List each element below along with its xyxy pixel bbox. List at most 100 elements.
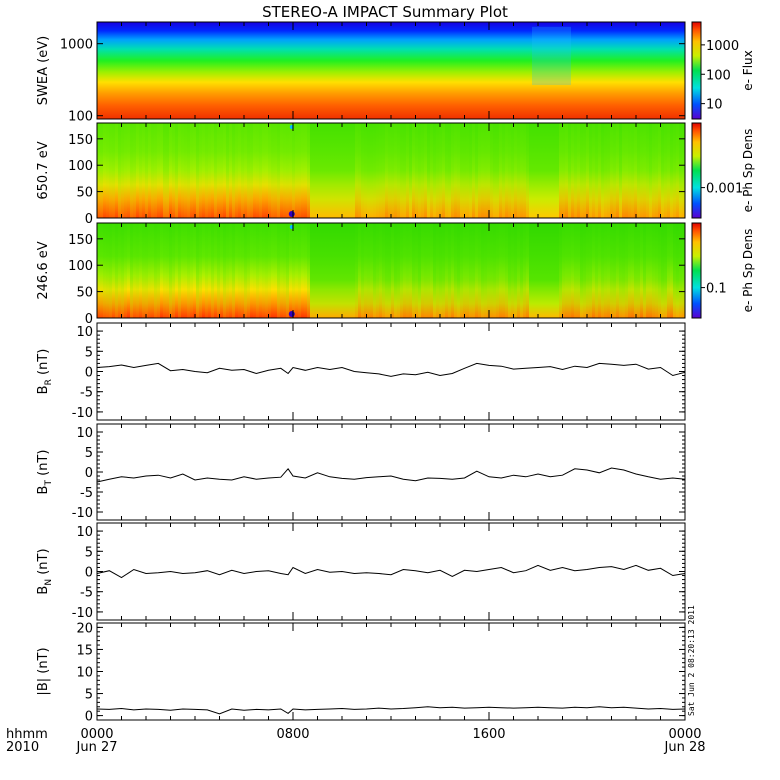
series-line-bmag [96, 706, 686, 715]
heatmap-column [592, 223, 595, 318]
heatmap-column [439, 223, 442, 318]
heatmap-column [367, 123, 370, 218]
heatmap-column [466, 123, 469, 218]
heatmap-column [469, 223, 472, 318]
heatmap-column [571, 223, 574, 318]
heatmap-column [160, 123, 163, 218]
heatmap-column [415, 123, 418, 218]
y-tick-label: 150 [68, 133, 93, 148]
heatmap-column [292, 123, 295, 218]
y-tick-label: 10 [76, 325, 93, 340]
heatmap-column [520, 223, 523, 318]
heatmap-column [196, 123, 199, 218]
heatmap-column [304, 123, 307, 218]
heatmap-column [292, 223, 295, 318]
heatmap-column [664, 223, 667, 318]
y-tick-label: 10 [76, 666, 93, 681]
heatmap-column [628, 123, 631, 218]
colorbar-label: e- Ph Sp Dens [741, 229, 755, 313]
heatmap-column [331, 123, 334, 218]
heatmap-column [667, 223, 670, 318]
colorbar-pad650 [691, 122, 702, 219]
heatmap-column [376, 223, 379, 318]
heatmap-column [448, 223, 451, 318]
heatmap-column [208, 123, 211, 218]
y-tick-label: 0 [85, 312, 93, 327]
heatmap-column [526, 223, 529, 318]
heatmap-column [553, 223, 556, 318]
heatmap-column [388, 123, 391, 218]
colorbar-tick-label: 100 [706, 68, 731, 83]
panel-frame [96, 622, 686, 721]
heatmap-column [679, 123, 682, 218]
heatmap-column [547, 223, 550, 318]
heatmap-column [385, 223, 388, 318]
heatmap-column [352, 223, 355, 318]
heatmap-column [376, 123, 379, 218]
heatmap-column [577, 223, 580, 318]
x-axis-year-label: 2010 [6, 740, 39, 755]
heatmap-column [589, 123, 592, 218]
y-axis-label-main: B [36, 385, 51, 394]
heatmap-column [418, 123, 421, 218]
heatmap-column [262, 123, 265, 218]
y-axis-label-main: B [36, 486, 51, 495]
heatmap-column [139, 223, 142, 318]
heatmap-column [277, 223, 280, 318]
y-tick-label: 150 [68, 233, 93, 248]
y-axis-label-unit: (nT) [36, 450, 51, 480]
heatmap-column [520, 123, 523, 218]
y-tick-label: 5 [85, 545, 93, 560]
heatmap-column [214, 223, 217, 318]
y-tick-label: 100 [68, 259, 93, 274]
heatmap-column [613, 223, 616, 318]
heatmap-column [541, 26, 544, 86]
heatmap-column [271, 223, 274, 318]
heatmap-column [109, 123, 112, 218]
heatmap-column [541, 223, 544, 318]
heatmap-column [394, 123, 397, 218]
heatmap-column [529, 223, 532, 318]
heatmap-column [265, 123, 268, 218]
heatmap-column [352, 123, 355, 218]
heatmap-column [646, 223, 649, 318]
heatmap-column [250, 223, 253, 318]
heatmap-column [532, 223, 535, 318]
heatmap-column [154, 223, 157, 318]
heatmap-column [229, 223, 232, 318]
heatmap-column [271, 123, 274, 218]
heatmap-column [355, 123, 358, 218]
heatmap-column [226, 223, 229, 318]
heatmap-column [634, 223, 637, 318]
heatmap-column [493, 223, 496, 318]
heatmap-column [496, 223, 499, 318]
heatmap-column [322, 123, 325, 218]
heatmap-column [97, 223, 100, 318]
heatmap-column [175, 123, 178, 218]
heatmap-column [142, 223, 145, 318]
heatmap-column [133, 123, 136, 218]
y-tick-label: -10 [72, 606, 93, 621]
heatmap-column [373, 123, 376, 218]
heatmap-column [514, 223, 517, 318]
heatmap-column [226, 123, 229, 218]
heatmap-column [673, 123, 676, 218]
heatmap-column [151, 123, 154, 218]
heatmap-column [655, 123, 658, 218]
heatmap-dropout-marker [288, 211, 295, 217]
heatmap-column [658, 123, 661, 218]
heatmap-column [178, 123, 181, 218]
heatmap-column [670, 123, 673, 218]
y-tick-label: 50 [76, 186, 93, 201]
heatmap-column [604, 123, 607, 218]
heatmap-column [550, 26, 553, 86]
heatmap-column [121, 223, 124, 318]
heatmap-column [316, 123, 319, 218]
heatmap-column [220, 123, 223, 218]
heatmap-column [415, 223, 418, 318]
heatmap-column [175, 223, 178, 318]
heatmap-column [247, 123, 250, 218]
